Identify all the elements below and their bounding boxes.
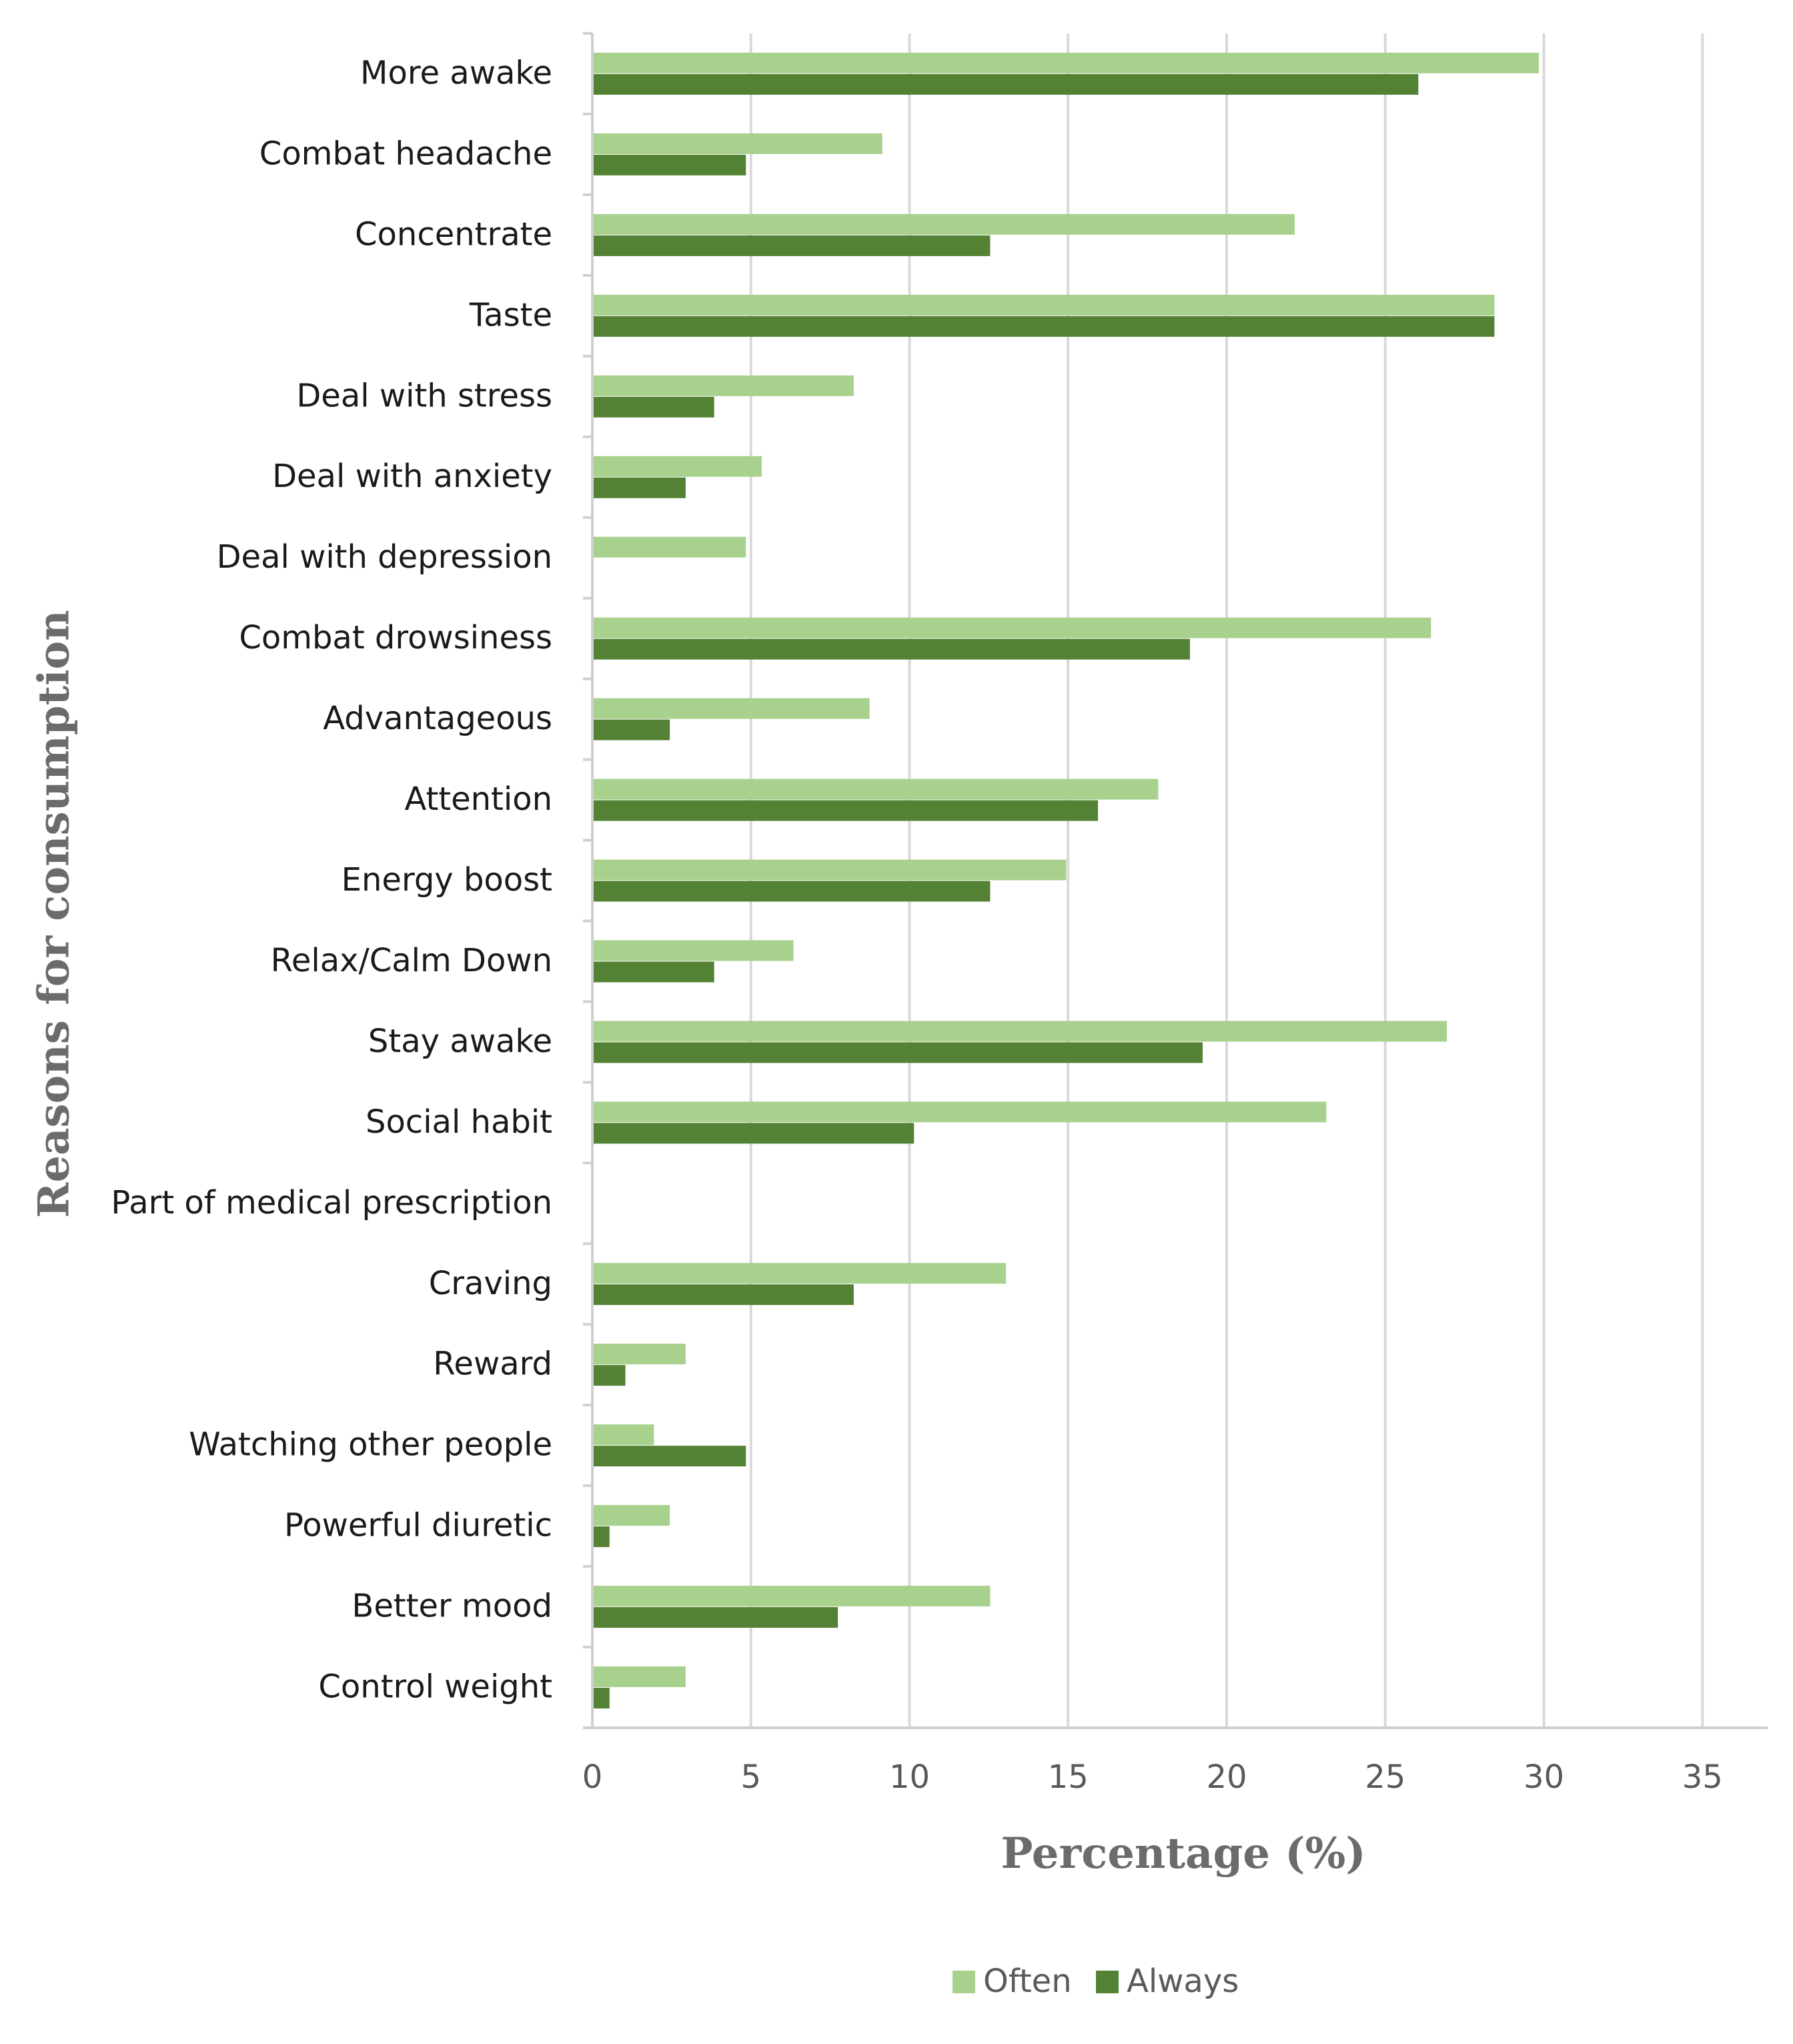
- category-label: Social habit: [366, 1103, 552, 1141]
- category-label: Better mood: [352, 1588, 552, 1625]
- bar-often-19: [594, 1586, 991, 1607]
- category-label: Control weight: [318, 1668, 552, 1706]
- x-tick-label: 5: [740, 1758, 761, 1796]
- category-label: Watching other people: [189, 1426, 552, 1464]
- category-label: Energy boost: [342, 861, 552, 899]
- bar-often-9: [594, 779, 1159, 800]
- category-label: Part of medical prescription: [111, 1184, 552, 1221]
- bar-often-6: [594, 536, 746, 558]
- bar-always-19: [594, 1607, 838, 1628]
- bar-always-15: [594, 1284, 854, 1306]
- legend-swatch-often: [953, 1971, 975, 1993]
- bar-always-5: [594, 477, 686, 498]
- category-label: Relax/Calm Down: [271, 942, 552, 979]
- category-label: More awake: [360, 54, 552, 91]
- bar-always-4: [594, 396, 714, 418]
- bar-always-3: [594, 316, 1495, 337]
- bar-often-1: [594, 133, 882, 154]
- category-label: Combat drowsiness: [239, 619, 552, 656]
- category-label: Advantageous: [323, 700, 552, 737]
- bar-often-3: [594, 294, 1495, 316]
- bar-always-10: [594, 881, 991, 902]
- x-tick-label: 15: [1048, 1758, 1089, 1796]
- category-label: Stay awake: [368, 1023, 552, 1060]
- bar-often-13: [594, 1101, 1327, 1123]
- bar-often-5: [594, 456, 762, 477]
- x-tick-label: 25: [1365, 1758, 1405, 1796]
- x-tick-label: 30: [1524, 1758, 1564, 1796]
- bar-always-8: [594, 719, 670, 740]
- bars: [594, 52, 1539, 1709]
- bar-always-7: [594, 638, 1190, 660]
- category-label: Reward: [433, 1346, 552, 1383]
- bar-often-11: [594, 940, 794, 961]
- bar-always-12: [594, 1042, 1203, 1063]
- bar-always-9: [594, 800, 1099, 821]
- bar-always-20: [594, 1688, 610, 1709]
- bar-often-8: [594, 698, 870, 719]
- bar-always-1: [594, 154, 746, 175]
- bar-always-17: [594, 1446, 746, 1467]
- x-tick-label: 35: [1682, 1758, 1723, 1796]
- bar-always-18: [594, 1526, 610, 1548]
- bar-often-17: [594, 1424, 654, 1446]
- category-label: Craving: [429, 1265, 552, 1302]
- x-tick-label: 10: [889, 1758, 930, 1796]
- bar-often-4: [594, 375, 854, 396]
- bar-often-20: [594, 1666, 686, 1688]
- category-labels: More awake Combat headache Concentrate Tast…: [111, 54, 552, 1705]
- bar-always-13: [594, 1123, 915, 1144]
- x-tick-label: 20: [1206, 1758, 1247, 1796]
- bar-often-10: [594, 859, 1067, 881]
- x-tick-labels: 0 5 10 15 20 25 30 35: [582, 1758, 1723, 1796]
- category-label: Concentrate: [355, 215, 552, 253]
- x-axis-title: Percentage (%): [1001, 1829, 1365, 1879]
- legend-label-often: Often: [983, 1963, 1072, 2000]
- category-label: Attention: [404, 781, 552, 818]
- category-label: Deal with depression: [217, 538, 552, 576]
- gridlines: [749, 33, 1704, 1728]
- category-label: Combat headache: [259, 135, 552, 172]
- bar-often-7: [594, 617, 1431, 638]
- category-label: Deal with stress: [296, 377, 552, 414]
- bar-always-2: [594, 235, 991, 256]
- legend-label-always: Always: [1127, 1963, 1239, 2000]
- bar-often-0: [594, 52, 1539, 73]
- bar-always-0: [594, 73, 1419, 95]
- bar-often-15: [594, 1263, 1007, 1284]
- category-label: Powerful diuretic: [284, 1507, 552, 1544]
- category-label: Deal with anxiety: [272, 458, 552, 495]
- category-label: Taste: [469, 296, 552, 334]
- bar-often-12: [594, 1021, 1447, 1042]
- y-tick-marks: [583, 32, 592, 1729]
- bar-always-16: [594, 1365, 626, 1386]
- y-axis-title: Reasons for consumption: [29, 610, 79, 1217]
- bar-often-18: [594, 1505, 670, 1526]
- bar-always-11: [594, 961, 714, 983]
- bar-often-16: [594, 1344, 686, 1365]
- legend-swatch-always: [1096, 1971, 1119, 1993]
- bar-often-2: [594, 213, 1295, 235]
- x-tick-label: 0: [582, 1758, 603, 1796]
- legend: Often Always: [953, 1963, 1239, 2000]
